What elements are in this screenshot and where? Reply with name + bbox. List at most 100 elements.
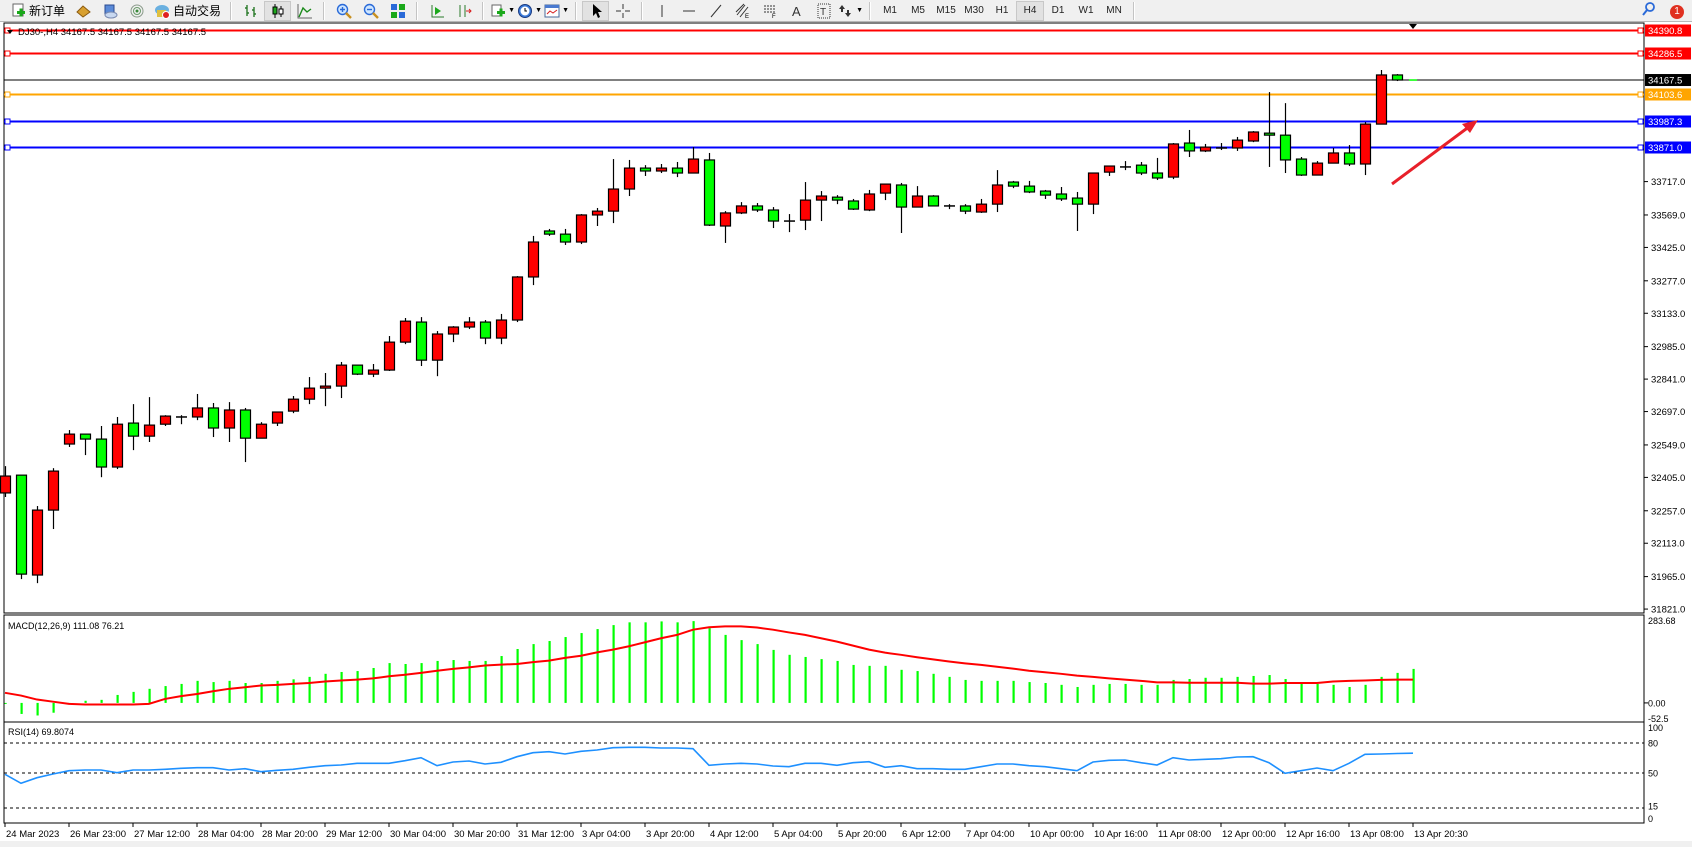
candle[interactable] xyxy=(895,182,908,234)
candle[interactable] xyxy=(799,182,812,231)
timeframe-m15[interactable]: M15 xyxy=(936,5,956,16)
candle[interactable] xyxy=(271,411,284,426)
candle[interactable] xyxy=(1311,161,1324,176)
candle[interactable] xyxy=(863,189,876,212)
candle[interactable] xyxy=(511,276,524,323)
candle[interactable] xyxy=(15,474,28,580)
candle[interactable] xyxy=(703,152,716,227)
trendline-button[interactable] xyxy=(702,1,729,21)
bar-chart-button[interactable] xyxy=(237,1,264,21)
candle[interactable] xyxy=(944,204,955,210)
candle[interactable] xyxy=(335,361,348,399)
candle[interactable] xyxy=(47,468,60,530)
candle[interactable] xyxy=(687,147,700,174)
signals-button[interactable] xyxy=(123,1,150,21)
candle[interactable] xyxy=(1087,172,1100,215)
line-handle[interactable] xyxy=(4,50,11,57)
candle[interactable] xyxy=(1183,129,1196,158)
candle[interactable] xyxy=(1167,143,1180,180)
candle[interactable] xyxy=(1279,103,1292,174)
horizontal-line-button[interactable] xyxy=(675,1,702,21)
candle[interactable] xyxy=(911,186,924,208)
rsi-panel[interactable] xyxy=(3,721,1645,824)
candle[interactable] xyxy=(207,402,220,438)
candle[interactable] xyxy=(735,202,748,215)
timeframe-d1[interactable]: D1 xyxy=(1051,5,1065,16)
arrow-annotation[interactable] xyxy=(1391,120,1478,186)
chart-shift-marker-icon[interactable] xyxy=(1409,24,1417,29)
candle[interactable] xyxy=(255,422,268,439)
candle[interactable] xyxy=(959,204,972,215)
candle[interactable] xyxy=(319,373,332,407)
candle[interactable] xyxy=(1359,122,1372,176)
candle[interactable] xyxy=(879,183,892,201)
candle[interactable] xyxy=(527,235,540,286)
candle[interactable] xyxy=(591,207,604,227)
chevron-down-icon[interactable]: ▼ xyxy=(856,7,863,14)
candle[interactable] xyxy=(1199,143,1212,153)
candle[interactable] xyxy=(784,214,795,233)
candle[interactable] xyxy=(1216,143,1227,151)
candle[interactable] xyxy=(127,404,140,451)
candle[interactable] xyxy=(1039,189,1052,199)
chart-shift-button[interactable] xyxy=(450,1,477,21)
cursor-button[interactable] xyxy=(582,0,610,21)
timeframe-w1[interactable]: W1 xyxy=(1078,5,1094,16)
tile-windows-button[interactable] xyxy=(384,1,411,21)
candle[interactable] xyxy=(1135,161,1148,176)
line-handle[interactable] xyxy=(4,144,11,151)
candle[interactable] xyxy=(223,402,236,443)
line-handle[interactable] xyxy=(4,27,11,34)
candle[interactable] xyxy=(479,320,492,345)
candle[interactable] xyxy=(111,416,124,470)
candle[interactable] xyxy=(1263,92,1276,167)
candle[interactable] xyxy=(415,317,428,367)
candle[interactable] xyxy=(559,228,572,245)
candle[interactable] xyxy=(847,198,860,211)
candle[interactable] xyxy=(639,165,652,176)
periods-button[interactable]: ▼ xyxy=(516,1,543,21)
chevron-down-icon[interactable]: ▼ xyxy=(535,7,542,14)
collapse-triangle-icon[interactable] xyxy=(7,30,13,34)
candle[interactable] xyxy=(79,433,92,456)
candle[interactable] xyxy=(239,407,252,463)
line-handle[interactable] xyxy=(1637,27,1644,34)
text-button[interactable]: A xyxy=(783,1,810,21)
candlestick-button[interactable] xyxy=(264,0,292,21)
timeframe-m1[interactable]: M1 xyxy=(883,5,897,16)
candle[interactable] xyxy=(159,415,172,426)
zoom-in-button[interactable] xyxy=(330,1,357,21)
search-icon[interactable] xyxy=(1642,1,1656,22)
candle[interactable] xyxy=(95,425,108,478)
candle[interactable] xyxy=(815,191,828,222)
candle[interactable] xyxy=(575,214,588,245)
timeframe-h4[interactable]: H4 xyxy=(1016,0,1045,21)
candle[interactable] xyxy=(975,198,988,213)
auto-scroll-button[interactable] xyxy=(423,1,450,21)
candle[interactable] xyxy=(671,161,684,178)
candle[interactable] xyxy=(1120,161,1131,171)
candle[interactable] xyxy=(1151,157,1164,181)
candle[interactable] xyxy=(1007,180,1020,189)
fibonacci-button[interactable]: F xyxy=(756,1,783,21)
crosshair-button[interactable] xyxy=(609,1,636,21)
candle[interactable] xyxy=(143,397,156,443)
candle[interactable] xyxy=(287,396,300,414)
candle[interactable] xyxy=(719,211,732,243)
line-chart-button[interactable] xyxy=(291,1,318,21)
candle[interactable] xyxy=(751,203,764,213)
candle[interactable] xyxy=(447,326,460,343)
candle[interactable] xyxy=(31,506,44,584)
equidistant-channel-button[interactable]: E xyxy=(729,1,756,21)
line-handle[interactable] xyxy=(1637,50,1644,57)
candle[interactable] xyxy=(495,313,508,345)
candle[interactable] xyxy=(1103,165,1116,176)
templates-button[interactable]: ▼ xyxy=(543,1,570,21)
timeframe-mn[interactable]: MN xyxy=(1106,5,1122,16)
candle[interactable] xyxy=(383,336,396,371)
candle[interactable] xyxy=(1391,74,1404,82)
candle[interactable] xyxy=(191,393,204,421)
candle[interactable] xyxy=(1247,131,1260,143)
candle[interactable] xyxy=(367,363,380,378)
